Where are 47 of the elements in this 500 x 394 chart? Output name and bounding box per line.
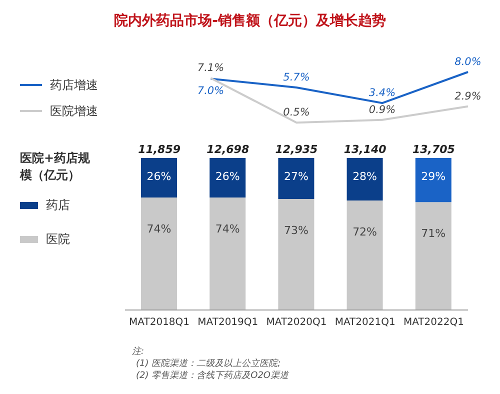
x-tick-label: MAT2020Q1 <box>266 317 327 328</box>
bar <box>141 198 177 310</box>
data-label: 27% <box>284 170 308 183</box>
data-label: 0.5% <box>283 106 310 119</box>
chart-title: 院内外药品市场-销售额（亿元）及增长趋势 <box>113 12 387 30</box>
text: (1) 医院渠道：二级及以上公立医院; <box>135 358 282 370</box>
data-label: 8.0% <box>454 56 482 68</box>
bar <box>346 200 383 310</box>
x-tick-label: MAT2021Q1 <box>334 317 396 328</box>
annotation: 12,698 <box>206 143 250 156</box>
data-label: 2.9% <box>454 90 482 102</box>
data-label: 71% <box>421 227 446 240</box>
bar <box>346 158 383 201</box>
bar <box>210 198 246 310</box>
legend-label: 医院增速 <box>49 102 99 120</box>
data-label: 26% <box>215 170 240 183</box>
legend-title: 医院+药店规模（亿元） <box>20 150 92 184</box>
x-tick-label: MAT2019Q1 <box>198 317 258 328</box>
x-tick-label: MAT2022Q1 <box>403 317 464 328</box>
annotation: 12,935 <box>275 143 318 156</box>
legend-label: 药店 <box>45 196 71 214</box>
data-label: 3.4% <box>368 87 396 100</box>
bar <box>278 199 314 310</box>
data-label: 7.0% <box>197 84 224 97</box>
data-label: 0.9% <box>368 104 396 116</box>
bar <box>415 202 452 310</box>
bar <box>141 158 177 198</box>
data-label: 5.7% <box>283 72 310 84</box>
annotation: 11,859 <box>138 143 181 156</box>
annotation: 13,705 <box>412 143 456 156</box>
data-label: 74% <box>215 222 240 236</box>
bar <box>278 158 314 200</box>
text: (2) 零售渠道：含线下药店及O2O渠道 <box>135 370 289 382</box>
bar <box>210 158 246 198</box>
data-label: 74% <box>146 222 172 236</box>
data-label: 28% <box>352 170 378 183</box>
annotation: 13,140 <box>344 143 387 156</box>
legend-label: 药店增速 <box>49 76 99 94</box>
data-label: 7.1% <box>197 62 224 74</box>
data-label: 72% <box>352 226 378 239</box>
data-label: 73% <box>284 224 308 238</box>
bar <box>415 158 452 202</box>
text: 注: <box>132 346 146 358</box>
data-label: 26% <box>146 170 172 183</box>
x-tick-label: MAT2018Q1 <box>129 317 190 328</box>
legend-label: 医院 <box>45 230 71 248</box>
data-label: 29% <box>421 170 446 183</box>
